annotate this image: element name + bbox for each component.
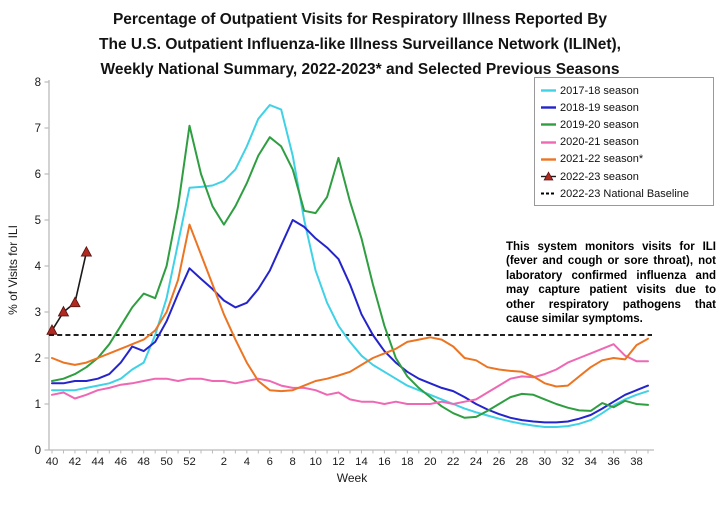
y-tick-label: 5 <box>35 215 41 227</box>
legend-item: 2020-21 season <box>540 134 711 151</box>
chart-title-line-1: Percentage of Outpatient Visits for Resp… <box>112 11 608 28</box>
x-tick-label: 18 <box>401 456 414 468</box>
legend-item: 2022-23 National Baseline <box>540 185 711 202</box>
axes <box>48 80 654 451</box>
y-tick-label: 0 <box>35 445 41 457</box>
x-tick-label: 40 <box>46 456 59 468</box>
legend-box: 2017-18 season 2018-19 season 2019-20 seas… <box>534 77 714 207</box>
x-tick-label: 52 <box>183 456 196 468</box>
x-tick-label: 30 <box>539 456 552 468</box>
y-axis-ticks: 0 1 2 3 4 5 6 7 8 <box>35 77 49 457</box>
data-point-triangle <box>80 245 93 257</box>
data-point-triangle <box>57 305 70 317</box>
legend-item-label: 2017-18 season <box>560 84 639 97</box>
series-line-2020-21-season <box>51 343 649 405</box>
series-line-2022-23-season <box>51 251 88 332</box>
chart-title: Percentage of Outpatient Visits for Resp… <box>0 7 720 82</box>
legend-item-label: 2020-21 season <box>560 136 639 149</box>
legend-item-label: 2022-23 season <box>560 170 639 183</box>
x-tick-label: 48 <box>137 456 150 468</box>
x-tick-label: 42 <box>69 456 82 468</box>
legend-item-label: 2022-23 National Baseline <box>560 187 690 200</box>
legend-item: 2019-20 season <box>540 116 711 133</box>
y-axis-label: % of Visits for ILI <box>6 225 20 315</box>
y-tick-label: 4 <box>35 261 42 273</box>
x-tick-label: 28 <box>516 456 529 468</box>
y-tick-label: 8 <box>35 77 41 89</box>
x-tick-label: 50 <box>160 456 173 468</box>
x-tick-label: 6 <box>267 456 273 468</box>
series-line-2019-20-season <box>51 124 649 419</box>
legend-dashed-line-icon <box>541 192 556 195</box>
x-tick-label: 22 <box>447 456 460 468</box>
x-tick-label: 4 <box>244 456 250 468</box>
legend-item-label: 2018-19 season <box>560 101 639 114</box>
y-tick-label: 3 <box>35 307 41 319</box>
legend-item: 2021-22 season* <box>540 151 711 168</box>
y-tick-label: 2 <box>35 353 41 365</box>
legend-item: 2017-18 season <box>540 82 711 99</box>
legend-item: 2022-23 season <box>540 168 711 185</box>
chart-title-line-2: The U.S. Outpatient Influenza-like Illne… <box>99 36 621 53</box>
x-tick-label: 24 <box>470 456 483 468</box>
x-tick-label: 38 <box>630 456 643 468</box>
x-tick-label: 14 <box>355 456 368 468</box>
data-point-triangle <box>69 296 81 308</box>
legend-line-swatch-icon <box>541 123 556 127</box>
x-tick-label: 44 <box>92 456 105 468</box>
x-axis-ticks: 40 42 44 46 48 50 52 2 4 6 8 10 12 14 16 18 20 22 24 26 28 30… <box>46 450 649 468</box>
legend-item: 2018-19 season <box>540 99 711 116</box>
x-axis-label: Week <box>336 471 368 485</box>
series-line-2018-19-season <box>51 219 649 424</box>
x-tick-label: 8 <box>290 456 296 468</box>
chart-title-line-3: Weekly National Summary, 2022-2023* and … <box>100 61 620 78</box>
x-tick-label: 20 <box>424 456 437 468</box>
legend-item-label: 2021-22 season* <box>560 153 644 166</box>
data-point-triangle <box>46 324 58 335</box>
legend-item-label: 2019-20 season <box>560 118 639 131</box>
x-tick-label: 16 <box>378 456 391 468</box>
x-tick-label: 36 <box>607 456 620 468</box>
x-tick-label: 46 <box>114 456 127 468</box>
legend-triangle-marker-icon <box>541 171 556 181</box>
series-line-2021-22-season- <box>51 223 649 393</box>
x-tick-label: 34 <box>584 456 597 468</box>
x-tick-label: 10 <box>309 456 322 468</box>
x-tick-label: 2 <box>221 456 227 468</box>
x-tick-label: 32 <box>561 456 574 468</box>
x-tick-label: 12 <box>332 456 345 468</box>
y-tick-label: 7 <box>35 123 41 135</box>
legend-line-swatch-icon <box>541 158 556 161</box>
x-tick-label: 26 <box>493 456 506 468</box>
y-tick-label: 1 <box>35 399 41 411</box>
legend-line-swatch-icon <box>541 106 556 109</box>
legend-line-swatch-icon <box>541 140 556 144</box>
y-tick-label: 6 <box>35 169 41 181</box>
ili-disclaimer-note: This system monitors visits for ILI (fev… <box>506 241 716 326</box>
legend-line-swatch-icon <box>541 89 556 92</box>
